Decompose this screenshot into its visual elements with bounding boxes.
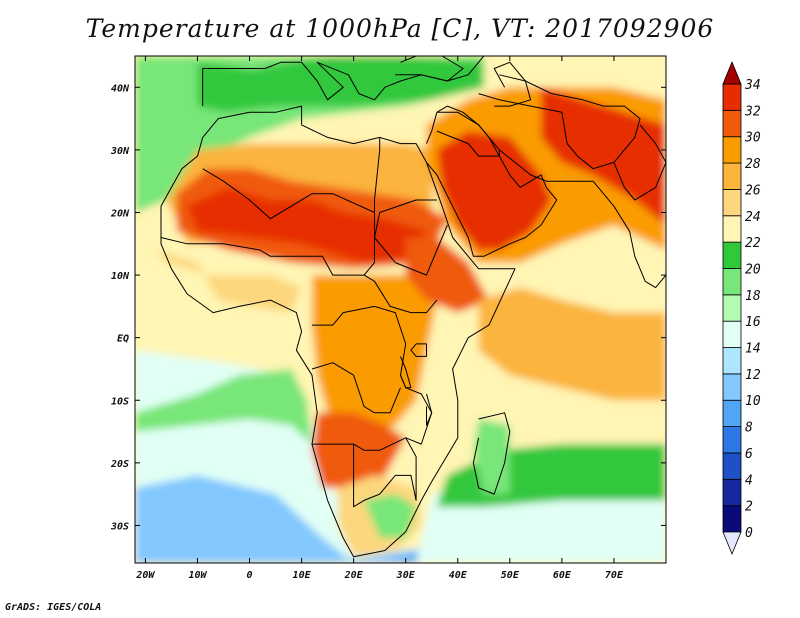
colorbar-under-triangle [722, 531, 742, 556]
region-west-africa-coast [155, 250, 302, 313]
boundary-caspian [493, 61, 532, 107]
y-tick-label: 10S [111, 396, 129, 407]
colorbar-level-label: 18 [745, 289, 761, 304]
x-tick-label: 30E [396, 570, 416, 581]
colorbar-swatch [722, 109, 742, 138]
boundary-iran-borders [478, 74, 641, 170]
boundary-india-borders [613, 124, 666, 201]
region-south-atlantic-blue [135, 475, 354, 563]
x-tick-label: 20E [344, 570, 364, 581]
colorbar-swatch [722, 294, 742, 322]
region-south-atlantic-green [135, 369, 312, 445]
colorbar-level-label: 22 [745, 236, 761, 251]
region-sahara-core [187, 187, 427, 263]
colorbar-level-label: 12 [745, 368, 761, 383]
boundary-southern-borders [353, 437, 417, 508]
colorbar-swatch [722, 399, 742, 427]
colorbar-swatch [722, 478, 742, 507]
colorbar-swatch [722, 268, 742, 296]
boundary-madagascar-coast [472, 412, 511, 495]
colorbar-level-label: 16 [745, 315, 761, 330]
y-tick-label: 30N [110, 146, 130, 157]
colorbar-swatch [722, 320, 742, 348]
y-tick-label: 30S [110, 521, 129, 532]
y-tick-label: 40N [111, 83, 130, 94]
colorbar-level-label: 14 [745, 342, 761, 357]
boundary-arabia-coast [426, 111, 558, 257]
colorbar-swatch [722, 373, 742, 401]
boundary-sahara-borders [202, 137, 381, 220]
colorbar-level-label: 32 [744, 104, 761, 119]
boundary-middle-east-borders [436, 105, 500, 157]
boundary-congo-border [311, 362, 401, 414]
colorbar-swatch [722, 215, 742, 243]
x-tick-label: 20W [135, 570, 155, 581]
region-east-africa-hot [405, 237, 489, 313]
plot-frame [134, 55, 667, 564]
boundary-sudan-borders [374, 199, 448, 276]
boundary-lake-victoria [410, 343, 427, 357]
map-title: Temperature at 1000hPa [C], VT: 20170929… [85, 14, 715, 43]
boundary-east-borders [363, 212, 375, 276]
boundary-central-borders [312, 305, 433, 451]
colorbar-level-label: 34 [744, 78, 761, 93]
colorbar-level-label: 10 [745, 394, 761, 409]
colorbar-level-label: 30 [744, 131, 761, 146]
colorbar-level-label: 28 [745, 157, 761, 172]
region-south-africa-green [364, 494, 417, 538]
colorbar-swatch [722, 189, 742, 217]
colorbar-swatch [722, 241, 742, 269]
region-europe-green [197, 56, 484, 113]
colorbar-level-label: 2 [745, 500, 753, 515]
y-tick-label: 10N [111, 271, 130, 282]
grads-credit: GrADS: IGES/COLA [5, 602, 102, 613]
colorbar-swatch [722, 452, 742, 480]
x-tick-label: 40E [449, 570, 468, 581]
region-persia-india-hot [541, 87, 666, 225]
boundary-sahel-borders [160, 237, 438, 314]
colorbar-swatch [722, 505, 742, 533]
x-tick-label: 70E [605, 570, 624, 581]
colorbar-swatch [722, 83, 742, 111]
colorbar-level-label: 4 [745, 473, 753, 488]
colorbar-swatch [722, 162, 742, 190]
colorbar-level-label: 26 [745, 183, 761, 198]
x-tick-label: 10W [188, 570, 207, 581]
boundary-lake-malawi [426, 393, 433, 426]
colorbar-over-triangle [722, 60, 742, 85]
region-indian-ocean-warm [478, 287, 666, 401]
y-tick-label: 20N [110, 208, 130, 219]
boundary-africa-coast [160, 105, 516, 558]
colorbar-level-label: 0 [745, 526, 753, 541]
map-axes: 20W 10W 0 10E 20E 30E 40E 50E 60E 70E 40N 30N 20N 10N… [110, 56, 666, 581]
region-central-africa-warm [312, 275, 437, 445]
coastlines-and-borders [160, 56, 666, 558]
colorbar-level-label: 20 [745, 262, 761, 277]
colorbar-level-label: 8 [745, 421, 753, 436]
boundary-lake-tanganyika [400, 356, 412, 389]
x-tick-label: 50E [501, 570, 520, 581]
y-tick-label: EQ [117, 334, 129, 345]
colorbar-swatch [722, 347, 742, 375]
x-tick-label: 10E [293, 570, 312, 581]
region-arabia-hot [436, 131, 552, 250]
y-tick-label: 20S [110, 459, 129, 470]
colorbar-level-label: 6 [745, 447, 753, 462]
x-tick-label: 60E [553, 570, 572, 581]
x-tick-label: 0 [247, 570, 253, 581]
region-southern-africa-hot [312, 412, 406, 488]
colorbar-swatch [722, 426, 742, 454]
colorbar-swatch [722, 136, 742, 164]
boundary-persian-coast [499, 149, 666, 289]
boundary-black-sea [395, 56, 464, 82]
colorbar-level-label: 24 [745, 210, 761, 225]
